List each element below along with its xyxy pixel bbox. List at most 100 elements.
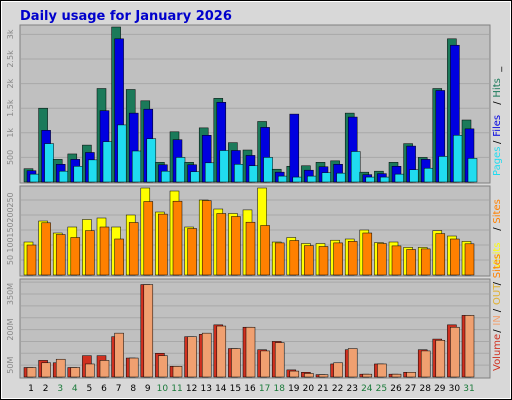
bar-pages-day-16 bbox=[248, 165, 259, 183]
bar-sites-day-1 bbox=[26, 244, 37, 276]
x-day-label-17: 17 bbox=[259, 384, 270, 394]
x-day-label-9: 9 bbox=[145, 384, 151, 394]
x-day-label-10: 10 bbox=[157, 384, 169, 394]
bar-pages-day-28 bbox=[423, 167, 434, 183]
x-day-label-24: 24 bbox=[361, 384, 373, 394]
x-day-label-27: 27 bbox=[405, 384, 416, 394]
bar-pages-day-5 bbox=[88, 159, 98, 183]
bar-sites-day-19 bbox=[289, 240, 300, 276]
legend-item: Volume bbox=[492, 334, 503, 371]
bar-sites-day-27 bbox=[406, 249, 416, 276]
bar-in-day-25 bbox=[377, 363, 387, 378]
x-day-label-19: 19 bbox=[288, 384, 300, 394]
bar-in-day-31 bbox=[464, 315, 475, 378]
bar-pages-day-18 bbox=[277, 175, 288, 183]
y-tick-label: 150 bbox=[6, 222, 15, 237]
legend-item: / bbox=[492, 140, 503, 144]
bar-pages-day-30 bbox=[453, 135, 463, 183]
bar-sites-day-2 bbox=[41, 222, 51, 276]
x-day-label-30: 30 bbox=[449, 384, 461, 394]
x-day-label-16: 16 bbox=[244, 384, 256, 394]
bar-in-day-10 bbox=[158, 355, 168, 378]
legend-item: / bbox=[492, 281, 503, 285]
y-tick-label: 500 bbox=[6, 150, 15, 165]
bar-sites-day-4 bbox=[70, 237, 81, 276]
bar-sites-day-24 bbox=[362, 232, 373, 276]
bar-in-day-8 bbox=[128, 357, 139, 378]
bar-sites-day-11 bbox=[172, 200, 183, 276]
x-day-label-20: 20 bbox=[303, 384, 315, 394]
bar-sites-day-7 bbox=[114, 238, 124, 276]
bar-sites-day-16 bbox=[245, 221, 256, 276]
x-day-label-2: 2 bbox=[43, 384, 49, 394]
bar-in-day-27 bbox=[406, 372, 416, 378]
bar-in-day-30 bbox=[450, 326, 460, 378]
bar-sites-day-9 bbox=[143, 201, 154, 276]
bar-sites-day-12 bbox=[187, 228, 197, 276]
bar-sites-day-10 bbox=[158, 213, 168, 276]
bar-pages-day-22 bbox=[336, 172, 346, 183]
bar-in-day-20 bbox=[304, 373, 314, 378]
bar-sites-day-15 bbox=[231, 216, 241, 276]
chart-title: Daily usage for January 2026 bbox=[20, 9, 232, 24]
bar-pages-day-17 bbox=[263, 157, 273, 183]
bar-sites-day-31 bbox=[464, 243, 475, 276]
x-day-label-4: 4 bbox=[72, 384, 78, 394]
x-day-label-29: 29 bbox=[434, 384, 446, 394]
bar-sites-day-13 bbox=[201, 200, 212, 276]
bar-pages-day-23 bbox=[350, 151, 361, 183]
y-tick-label: 2.5k bbox=[6, 50, 15, 68]
x-day-label-12: 12 bbox=[186, 384, 197, 394]
bar-in-day-11 bbox=[172, 366, 183, 378]
bar-pages-day-12 bbox=[190, 171, 200, 183]
bar-pages-day-4 bbox=[73, 166, 84, 183]
x-axis-day-labels: 1 2 3 4 5 6 7 8 9 10 11 12 13 14 15 16 17 18 19 20 21 22 23 24 2… bbox=[28, 384, 475, 394]
bar-in-day-3 bbox=[55, 358, 66, 378]
bar-pages-day-11 bbox=[175, 157, 186, 183]
bar-in-day-28 bbox=[420, 350, 431, 378]
legend-item: / bbox=[492, 329, 503, 333]
bar-pages-day-21 bbox=[321, 172, 332, 183]
x-day-label-3: 3 bbox=[57, 384, 63, 394]
bar-pages-day-25 bbox=[380, 176, 390, 183]
legend-item: _ bbox=[492, 66, 503, 73]
bar-sites-day-6 bbox=[99, 226, 110, 276]
bar-in-day-26 bbox=[391, 373, 402, 378]
bar-sites-day-17 bbox=[260, 225, 270, 276]
bar-pages-day-24 bbox=[365, 176, 376, 183]
bar-pages-day-19 bbox=[292, 176, 303, 183]
legend-item: / bbox=[492, 227, 503, 231]
bar-pages-day-1 bbox=[29, 173, 40, 183]
legend-item: Files bbox=[492, 115, 503, 137]
bar-pages-day-3 bbox=[58, 170, 69, 183]
legend-item: Hits bbox=[492, 78, 503, 97]
x-day-label-11: 11 bbox=[171, 384, 182, 394]
bar-pages-day-10 bbox=[161, 170, 171, 183]
bar-sites-day-21 bbox=[318, 246, 329, 276]
x-day-label-18: 18 bbox=[273, 384, 285, 394]
legend-item: / bbox=[492, 308, 503, 312]
legend-item: Pages bbox=[492, 147, 503, 176]
x-day-label-13: 13 bbox=[200, 384, 211, 394]
legend-item: Sites bbox=[492, 199, 503, 223]
bar-in-day-21 bbox=[318, 374, 329, 378]
y-tick-label: 1k bbox=[6, 128, 15, 138]
x-day-label-25: 25 bbox=[376, 384, 387, 394]
bar-in-day-5 bbox=[85, 363, 95, 378]
bar-pages-day-27 bbox=[409, 169, 419, 183]
bar-sites-day-26 bbox=[391, 245, 402, 276]
x-day-label-1: 1 bbox=[28, 384, 34, 394]
y-tick-label: 200 bbox=[6, 207, 15, 222]
x-day-label-8: 8 bbox=[130, 384, 136, 394]
bar-in-day-4 bbox=[70, 367, 81, 378]
legend-item: IN bbox=[492, 315, 503, 325]
bar-pages-day-20 bbox=[307, 175, 317, 183]
bar-files-day-19 bbox=[289, 113, 300, 183]
legend-item: Sites bbox=[492, 254, 503, 278]
y-tick-label: 250 bbox=[6, 192, 15, 207]
bar-sites-day-23 bbox=[347, 241, 358, 276]
legend-item: / bbox=[492, 101, 503, 105]
bar-in-day-13 bbox=[201, 332, 212, 378]
